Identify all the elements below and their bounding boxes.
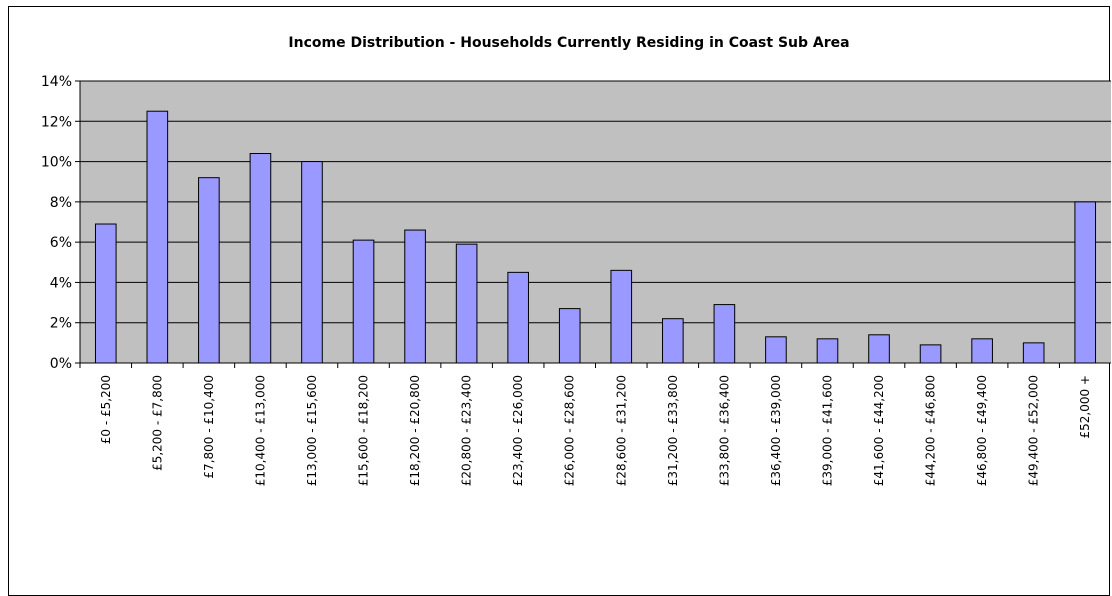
bar [146,110,169,364]
bar [919,344,942,364]
y-tick-label: 4% [50,275,72,291]
x-tick-label: £28,600 - £31,200 [614,375,628,486]
x-tick-label: £5,200 - £7,800 [150,375,164,471]
x-tick-label: £41,600 - £44,200 [872,375,886,486]
bars [94,110,1097,364]
x-tick-label: £46,800 - £49,400 [975,375,989,486]
x-tick-label: £10,400 - £13,000 [253,375,267,486]
y-tick-label: 0% [50,356,72,372]
x-tick-label: £20,800 - £23,400 [460,375,474,486]
x-tick-label: £36,400 - £39,000 [769,375,783,486]
x-tick-label: £49,400 - £52,000 [1027,375,1041,486]
bar [816,338,839,364]
x-tick-label: £13,000 - £15,600 [305,375,319,486]
y-tick-label: 6% [50,235,72,251]
y-tick-label: 8% [50,195,72,211]
bar [713,304,736,364]
x-tick-label: £31,200 - £33,800 [666,375,680,486]
y-tick-labels: 0% 2% 4% 6% 8% 10% 12% 14% [41,74,72,372]
bar [558,308,581,364]
x-tick-label: £18,200 - £20,800 [408,375,422,486]
bar [249,153,272,364]
bar [1022,342,1045,364]
bar [198,177,220,364]
bar [1074,201,1097,364]
y-tick-label: 2% [50,316,72,332]
bar [404,229,426,364]
bar [352,239,375,364]
x-tick-label: £0 - £5,200 [99,375,113,444]
y-tick-label: 14% [41,74,72,90]
bar [94,223,117,364]
x-tick-label: £33,800 - £36,400 [717,375,731,486]
x-tick-label: £26,000 - £28,600 [563,375,577,486]
x-tick-label: £15,600 - £18,200 [357,375,371,486]
bar [610,269,633,364]
chart-svg: Income Distribution - Households Current… [41,35,1111,486]
bar [301,161,323,364]
x-tick-labels: £0 - £5,200 £5,200 - £7,800 £7,800 - £10,4… [99,375,1092,486]
chart-title: Income Distribution - Households Current… [288,35,849,51]
bar [507,271,529,364]
bar [455,243,478,364]
y-tick-label: 10% [41,155,72,171]
chart-frame: Income Distribution - Households Current… [8,6,1111,596]
x-tick-label: £7,800 - £10,400 [202,375,216,479]
bar [662,318,684,364]
x-tick-label: £52,000 + [1078,375,1092,439]
bar [765,336,787,364]
y-tick-label: 12% [41,114,72,130]
x-tick-label: £23,400 - £26,000 [511,375,525,486]
bar [868,334,890,364]
plot-area [80,81,1111,363]
bar [971,338,993,364]
x-tick-label: £44,200 - £46,800 [924,375,938,486]
axes [79,81,1111,368]
x-tick-label: £39,000 - £41,600 [820,375,834,486]
